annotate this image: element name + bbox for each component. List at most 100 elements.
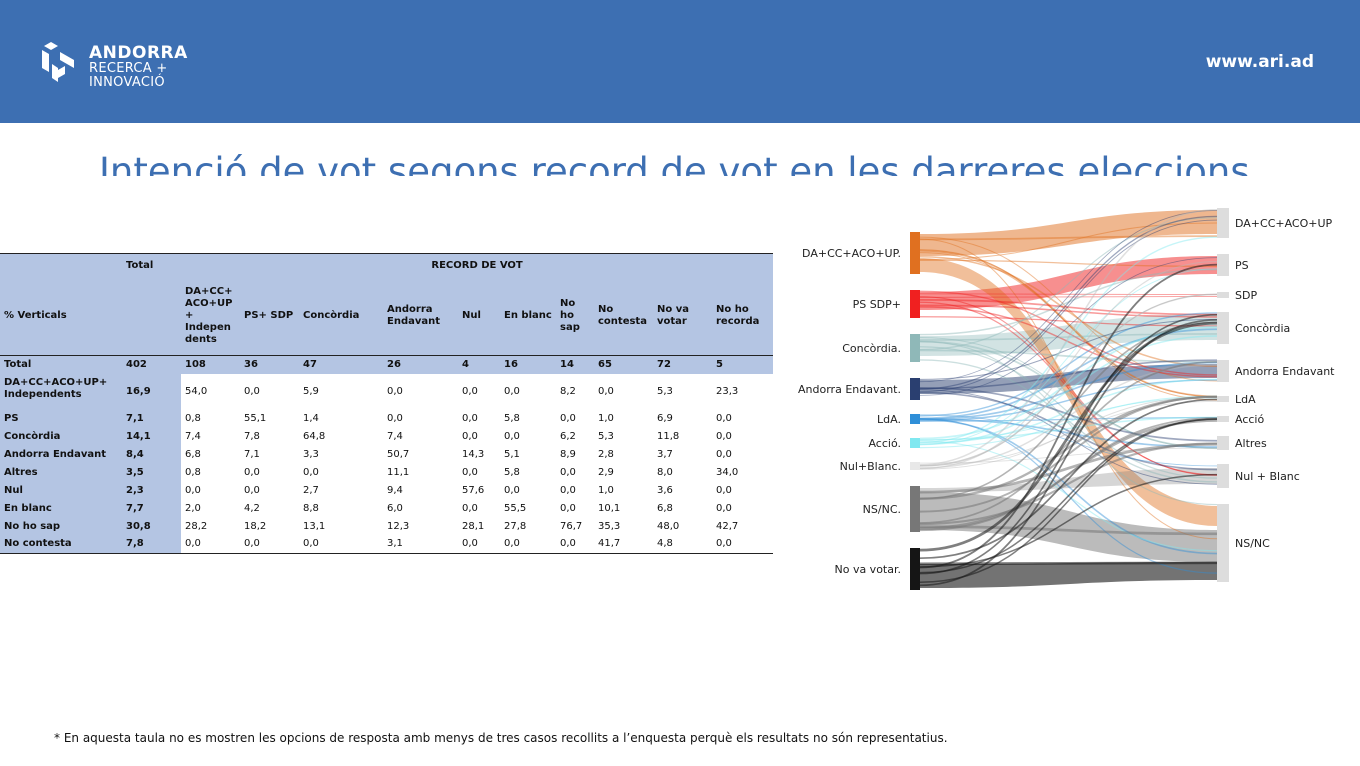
sankey-target-label: NS/NC: [1235, 537, 1270, 550]
table-row: PS 7,1 0,8 55,1 1,4 0,0 0,0 5,8 0,0 1,0 6,9 0,0: [0, 409, 773, 428]
sankey-link: [919, 525, 1218, 536]
sankey-target-label: Andorra Endavant: [1235, 365, 1335, 378]
sankey-link: [919, 442, 1218, 526]
total-row-cell: 14: [556, 355, 594, 374]
table-cell: 0,0: [387, 385, 403, 397]
table-cell: 27,8: [504, 520, 527, 532]
sankey-link: [919, 417, 1218, 422]
table-row: No ho sap 30,8 28,2 18,2 13,1 12,3 28,1 27,8 76,…: [0, 517, 773, 536]
website-url[interactable]: www.ari.ad: [1205, 52, 1314, 72]
sankey-link: [919, 396, 1218, 470]
sankey-links: [919, 209, 1218, 588]
sankey-source-label: DA+CC+ACO+UP.: [802, 247, 901, 260]
table-cell: 5,9: [303, 385, 319, 397]
sankey-link: [919, 293, 1218, 467]
table-row: Altres 3,5 0,8 0,0 0,0 11,1 0,0 5,8 0,0 2,9 8,0 34,…: [0, 463, 773, 482]
table-cell: 55,5: [504, 502, 527, 514]
table-cell: 4,2: [244, 502, 260, 514]
row-label: DA+CC+ACO+UP+ Independents: [0, 373, 122, 410]
sankey-link: [919, 340, 1218, 506]
table-row: Concòrdia 14,1 7,4 7,8 64,8 7,4 0,0 0,0 6,2 5,3 11…: [0, 427, 773, 446]
table-cell: 55,1: [244, 412, 267, 424]
table-cell: 0,0: [716, 502, 732, 514]
table-cell: 0,0: [716, 412, 732, 424]
sankey-target-node: [1217, 254, 1229, 276]
table-cell: 3,7: [657, 448, 673, 460]
sankey-link: [919, 361, 1218, 524]
sankey-main-link: [920, 492, 1217, 562]
table-row: Andorra Endavant 8,4 6,8 7,1 3,3 50,7 14,3 5,1 8…: [0, 445, 773, 464]
table-cell: 0,0: [560, 466, 576, 478]
table-cell: 6,2: [560, 430, 576, 442]
table-cell: 0,0: [458, 535, 500, 554]
sankey-link: [919, 222, 1218, 261]
sankey-link: [919, 219, 1218, 393]
row-total: 7,1: [122, 409, 181, 428]
sankey-source-label: Andorra Endavant.: [798, 383, 901, 396]
table-cell: 3,6: [657, 484, 673, 496]
sankey-link: [919, 257, 1218, 396]
sankey-link: [919, 312, 1218, 417]
table-body: DA+CC+ACO+UP+ Independents 16,9 54,0 0,0 5,9…: [0, 373, 774, 554]
sankey-link: [919, 379, 1218, 422]
table-cell: 0,0: [504, 484, 520, 496]
sankey-link: [919, 318, 1218, 380]
footnote: * En aquesta taula no es mostren les opc…: [54, 731, 948, 745]
row-total: 8,4: [122, 445, 181, 464]
sankey-source-label: No va votar.: [834, 563, 901, 576]
table-cell: 8,9: [560, 448, 576, 460]
sankey-main-link: [920, 314, 1217, 356]
table-cell: 0,0: [716, 448, 732, 460]
sankey-link: [919, 398, 1218, 560]
row-label: En blanc: [0, 499, 122, 518]
table-cell: 8,2: [560, 385, 576, 397]
table-cell: 7,1: [244, 448, 260, 460]
table-cell: 11,1: [387, 466, 410, 478]
total-row-cell: 16: [500, 355, 556, 374]
sankey-target-node: [1217, 504, 1229, 582]
sankey-link: [919, 359, 1218, 390]
table-cell: 5,8: [504, 412, 520, 424]
table-cell: 0,0: [716, 484, 732, 496]
table-cell: 0,0: [181, 535, 240, 554]
table-cell: 6,9: [657, 412, 673, 424]
row-label: Andorra Endavant: [0, 445, 122, 464]
column-header: Andorra Endavant: [383, 277, 458, 356]
total-row-cell: 5: [712, 355, 774, 374]
sankey-link: [919, 418, 1218, 574]
sankey-target-node: [1217, 464, 1229, 488]
row-label: Nul: [0, 481, 122, 500]
table-cell: 0,0: [500, 535, 556, 554]
total-row-cell: 65: [594, 355, 653, 374]
sankey-main-link: [920, 364, 1217, 394]
sankey-source-label: Concòrdia.: [842, 342, 901, 355]
sankey-link: [919, 336, 1218, 450]
table-cell: 2,9: [598, 466, 614, 478]
total-row-cell: 4: [458, 355, 500, 374]
sankey-main-link: [920, 258, 1217, 526]
table-header-row-2: % Verticals DA+CC+ ACO+UP + Indepen dent…: [0, 277, 774, 356]
sankey-link: [919, 346, 1218, 479]
sankey-target-node: [1217, 396, 1229, 402]
stub-header: % Verticals: [0, 277, 122, 356]
table-cell: 0,0: [387, 412, 403, 424]
sankey-source-node: [910, 378, 920, 400]
sankey-source-node: [910, 462, 920, 470]
table-cell: 35,3: [598, 520, 621, 532]
column-header: Nul: [458, 277, 500, 356]
table-cell: 3,3: [303, 448, 319, 460]
sankey-source-label: PS SDP+: [853, 298, 901, 311]
table-cell: 0,0: [712, 535, 774, 554]
sankey-target-node: [1217, 436, 1229, 450]
table-cell: 0,0: [560, 412, 576, 424]
sankey-link: [919, 340, 1218, 449]
table-cell: 76,7: [560, 520, 583, 532]
sankey-link: [919, 335, 1218, 446]
table-cell: 54,0: [185, 385, 208, 397]
table-cell: 34,0: [716, 466, 739, 478]
table-cell: 0,0: [556, 535, 594, 554]
table-cell: 28,1: [462, 520, 485, 532]
sankey-link: [919, 236, 1218, 382]
sankey-link: [919, 259, 1218, 267]
sankey-link: [919, 296, 1218, 476]
